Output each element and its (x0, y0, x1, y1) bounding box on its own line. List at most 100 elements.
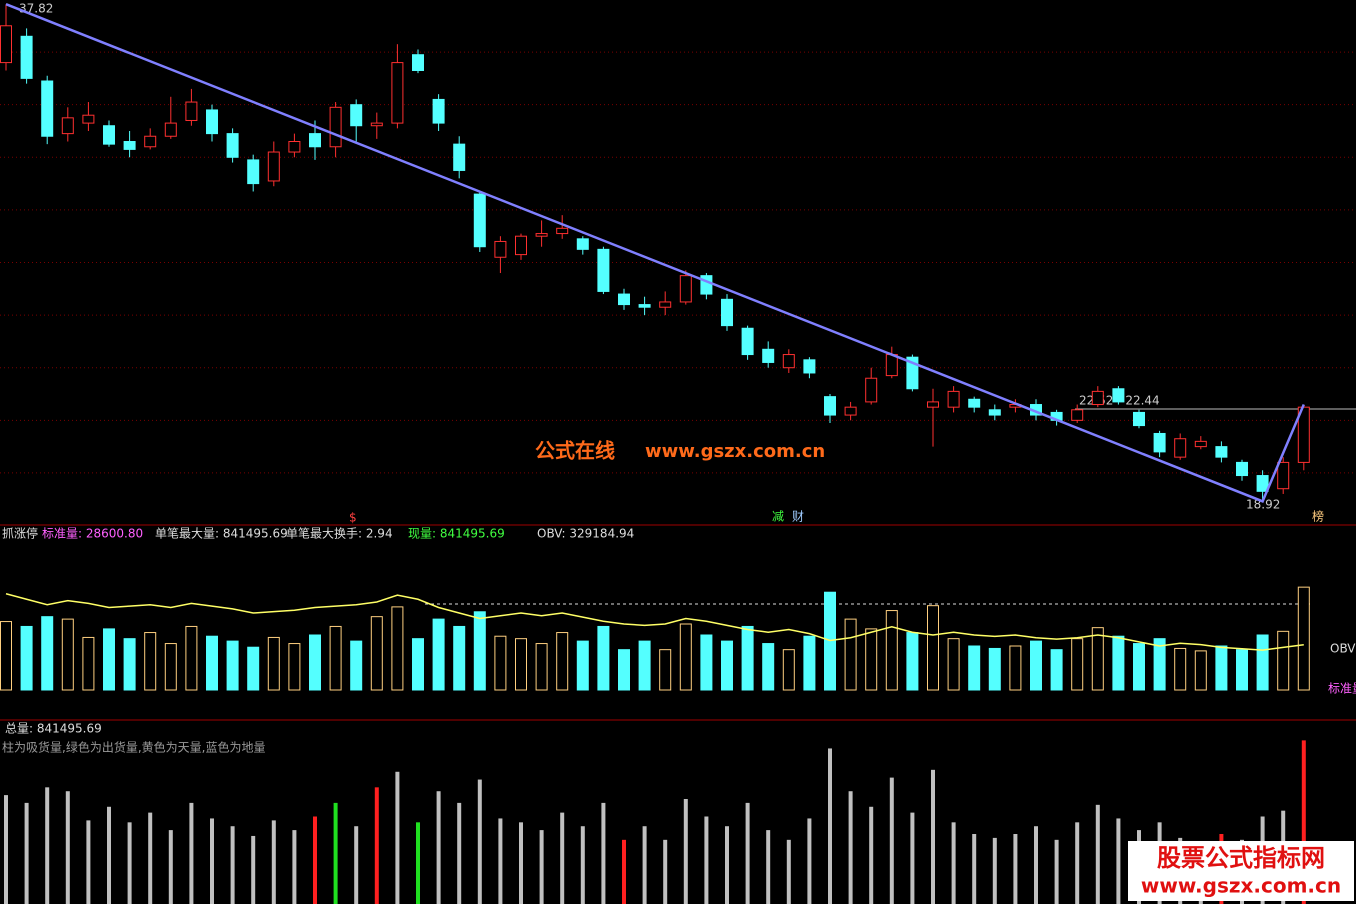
candle-body (350, 104, 363, 127)
volume-bar (597, 625, 610, 691)
watermark: 公式在线 (535, 439, 615, 463)
volume-bar (288, 643, 301, 691)
total-bar (539, 830, 544, 904)
candle-body (1174, 438, 1187, 458)
total-bar (807, 818, 812, 904)
marker: $ (349, 511, 357, 525)
candle-body (659, 301, 672, 308)
candle-body (556, 227, 569, 235)
candle-body (618, 293, 630, 306)
candle-body (473, 193, 486, 248)
volume-bar (1071, 638, 1084, 691)
total-bar (519, 822, 523, 904)
marker: 财 (792, 510, 804, 524)
total-bar (889, 777, 894, 904)
total-bar (148, 812, 153, 904)
legend-text: 柱为吸货量,绿色为出货量,黄色为天量,蓝色为地量 (2, 740, 265, 755)
candle-body (453, 143, 466, 171)
total-bar (560, 812, 565, 904)
candle-body (597, 248, 610, 292)
total-bar (168, 830, 173, 904)
candle-body (782, 354, 795, 369)
total-bar (107, 806, 111, 904)
candle-body (123, 141, 136, 150)
volume-bar (370, 616, 383, 691)
total-bar (189, 802, 194, 904)
total-bar (601, 802, 606, 904)
volume-bar (844, 618, 857, 691)
candle-body (576, 238, 589, 250)
total-bar (24, 802, 29, 904)
total-bar (580, 826, 585, 904)
candle-body (391, 62, 404, 124)
total-bar (622, 839, 626, 904)
total-bar (45, 787, 50, 904)
watermark: www.gszx.com.cn (645, 441, 825, 462)
candle-body (906, 356, 919, 390)
total-bar (951, 822, 956, 904)
obv-line (5, 593, 1304, 651)
candle-body (1277, 461, 1290, 490)
candle-body (947, 390, 960, 408)
total-bar (1013, 834, 1018, 904)
candle-body (1194, 440, 1207, 448)
total-bar (704, 816, 709, 904)
volume-bar (782, 649, 795, 691)
total-bar (766, 830, 771, 904)
volume-bar (473, 611, 486, 691)
candle-body (535, 233, 548, 237)
volume-bar (947, 638, 960, 691)
total-bar (642, 826, 647, 904)
volume-bar (329, 625, 342, 691)
indicator-text: 现量: 841495.69 (408, 527, 505, 541)
high-label: 37.82 (19, 2, 53, 16)
volume-bar (906, 632, 919, 691)
total-bar (745, 802, 750, 904)
volume-bar (1112, 635, 1125, 691)
candle-body (638, 304, 651, 308)
volume-bar (721, 640, 733, 691)
total-bar (1301, 740, 1306, 904)
indicator-text: OBV: 329184.94 (537, 527, 634, 541)
indicator-text: 单笔最大换手: 2.94 (286, 526, 393, 541)
total-bar (725, 826, 729, 904)
total-bar (1095, 804, 1100, 904)
candle-body (309, 133, 321, 148)
total-bar (1054, 839, 1059, 904)
total-bar (1034, 826, 1038, 904)
indicator-text: 标准量: 28600.80 (42, 527, 143, 541)
candle-body (164, 122, 177, 137)
total-bar (848, 791, 853, 904)
candle-body (721, 298, 733, 327)
total-bar (477, 779, 482, 904)
candle-body (0, 25, 12, 64)
total-bar (828, 748, 832, 904)
volume-bar (1091, 627, 1104, 691)
candle-body (329, 106, 342, 148)
volume-bar (453, 625, 466, 691)
volume-bar (20, 625, 33, 691)
volume-bar (103, 628, 115, 691)
marker: 榜 (1312, 509, 1324, 524)
volume-bar (391, 606, 404, 691)
candle-body (1215, 446, 1228, 458)
total-bar (333, 802, 338, 904)
total-bar (1116, 818, 1121, 904)
candle-body (1112, 388, 1125, 403)
standard-tag: 标准量 (1328, 682, 1356, 696)
volume-bar (1236, 649, 1248, 691)
total-bar (230, 826, 235, 904)
total-bar (271, 820, 276, 904)
candle-body (1256, 475, 1269, 492)
candle-body (988, 409, 1001, 416)
volume-bar (700, 634, 713, 691)
volume-bar (1194, 650, 1207, 691)
candle-body (41, 80, 54, 137)
candle-body (1236, 461, 1248, 477)
candle-body (515, 235, 527, 256)
total-bar (374, 787, 379, 904)
volume-bar (515, 638, 527, 691)
candle-body (844, 406, 857, 416)
candle-body (824, 396, 836, 416)
volume-bar (1009, 645, 1022, 691)
